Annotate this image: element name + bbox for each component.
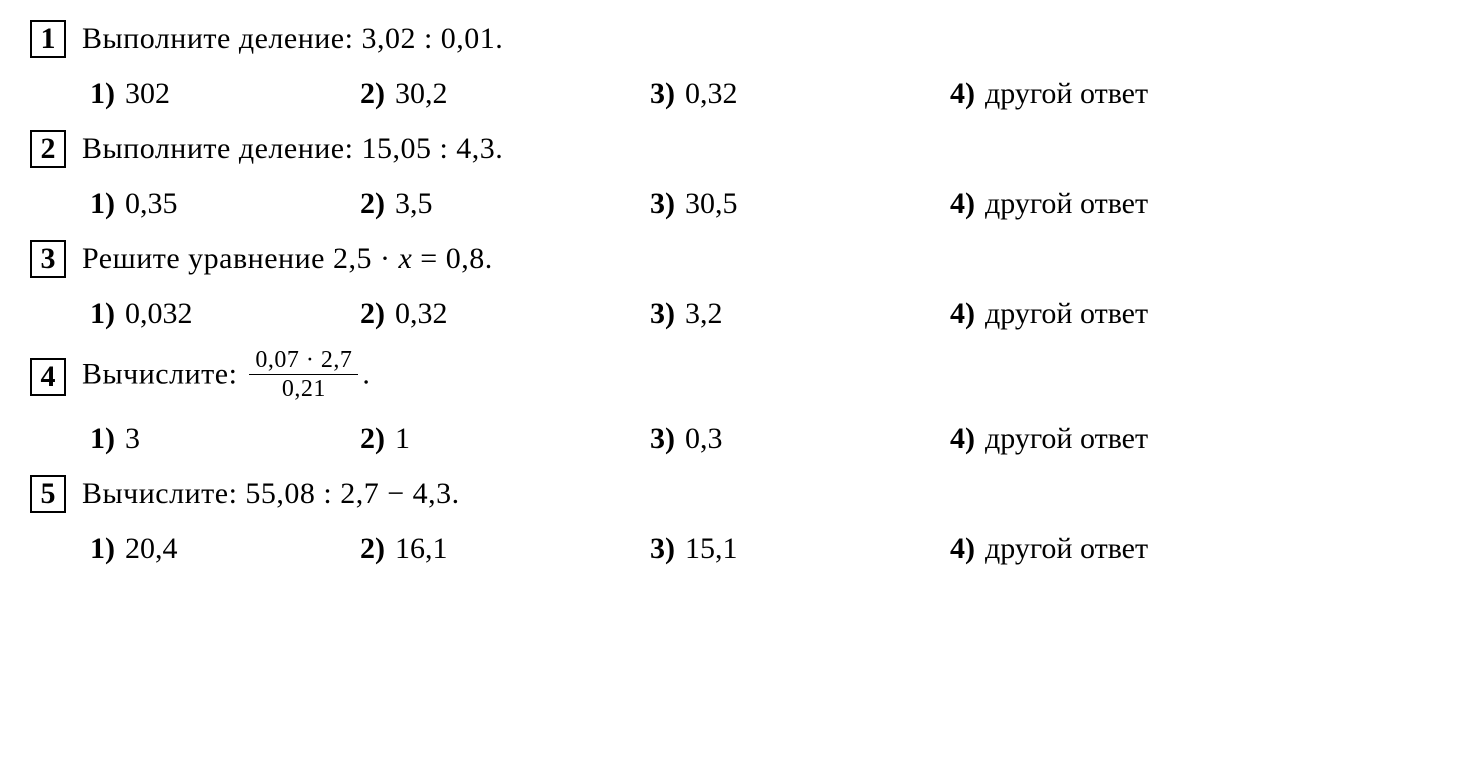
question-text-post: .	[362, 357, 370, 390]
question-text: Выполните деление: 3,02 : 0,01.	[82, 21, 503, 57]
answer-value: другой ответ	[985, 296, 1148, 332]
answer-option: 1) 0,35	[90, 186, 360, 222]
answer-option: 2) 1	[360, 421, 650, 457]
answer-value: другой ответ	[985, 531, 1148, 567]
answer-option: 3) 15,1	[650, 531, 950, 567]
answer-number: 2)	[360, 421, 385, 457]
answers-row: 1) 20,4 2) 16,1 3) 15,1 4) другой ответ	[30, 531, 1443, 567]
answer-option: 4) другой ответ	[950, 296, 1148, 332]
answer-number: 4)	[950, 76, 975, 112]
problem-number-box: 3	[30, 240, 66, 278]
answer-value: 16,1	[395, 531, 448, 567]
answer-option: 2) 16,1	[360, 531, 650, 567]
problem-number-box: 2	[30, 130, 66, 168]
problem-2: 2 Выполните деление: 15,05 : 4,3. 1) 0,3…	[30, 130, 1443, 222]
answer-number: 1)	[90, 186, 115, 222]
answer-number: 4)	[950, 531, 975, 567]
answer-number: 1)	[90, 421, 115, 457]
answer-value: 302	[125, 76, 170, 112]
answer-number: 3)	[650, 531, 675, 567]
question-text-pre: Решите уравнение 2,5 ·	[82, 242, 398, 275]
question-row: 5 Вычислите: 55,08 : 2,7 − 4,3.	[30, 475, 1443, 513]
problem-number-box: 1	[30, 20, 66, 58]
question-text-post: = 0,8.	[412, 242, 492, 275]
answer-option: 4) другой ответ	[950, 421, 1148, 457]
answers-row: 1) 302 2) 30,2 3) 0,32 4) другой ответ	[30, 76, 1443, 112]
answer-number: 1)	[90, 76, 115, 112]
answer-option: 3) 0,3	[650, 421, 950, 457]
question-text-pre: Вычислите:	[82, 357, 245, 390]
answer-value: 0,35	[125, 186, 178, 222]
answer-option: 3) 30,5	[650, 186, 950, 222]
answer-value: 3	[125, 421, 140, 457]
answer-value: 0,32	[685, 76, 738, 112]
answer-value: 0,3	[685, 421, 723, 457]
answer-value: 30,5	[685, 186, 738, 222]
answer-value: другой ответ	[985, 186, 1148, 222]
question-text: Вычислите: 0,07 · 2,7 0,21 .	[82, 350, 370, 403]
answer-option: 2) 30,2	[360, 76, 650, 112]
question-row: 1 Выполните деление: 3,02 : 0,01.	[30, 20, 1443, 58]
problem-4: 4 Вычислите: 0,07 · 2,7 0,21 . 1) 3 2) 1…	[30, 350, 1443, 457]
answers-row: 1) 0,032 2) 0,32 3) 3,2 4) другой ответ	[30, 296, 1443, 332]
answer-number: 4)	[950, 421, 975, 457]
answer-value: 1	[395, 421, 410, 457]
answer-option: 2) 0,32	[360, 296, 650, 332]
answers-row: 1) 3 2) 1 3) 0,3 4) другой ответ	[30, 421, 1443, 457]
answers-row: 1) 0,35 2) 3,5 3) 30,5 4) другой ответ	[30, 186, 1443, 222]
answer-option: 3) 3,2	[650, 296, 950, 332]
answer-value: 15,1	[685, 531, 738, 567]
answer-number: 2)	[360, 296, 385, 332]
answer-option: 4) другой ответ	[950, 531, 1148, 567]
answer-number: 3)	[650, 421, 675, 457]
answer-number: 3)	[650, 296, 675, 332]
problem-5: 5 Вычислите: 55,08 : 2,7 − 4,3. 1) 20,4 …	[30, 475, 1443, 567]
answer-value: другой ответ	[985, 76, 1148, 112]
question-text: Выполните деление: 15,05 : 4,3.	[82, 131, 503, 167]
problem-3: 3 Решите уравнение 2,5 · x = 0,8. 1) 0,0…	[30, 240, 1443, 332]
answer-number: 1)	[90, 531, 115, 567]
question-text: Решите уравнение 2,5 · x = 0,8.	[82, 241, 493, 277]
question-row: 3 Решите уравнение 2,5 · x = 0,8.	[30, 240, 1443, 278]
question-row: 4 Вычислите: 0,07 · 2,7 0,21 .	[30, 350, 1443, 403]
answer-value: 0,32	[395, 296, 448, 332]
variable-x: x	[398, 242, 412, 275]
problem-1: 1 Выполните деление: 3,02 : 0,01. 1) 302…	[30, 20, 1443, 112]
answer-number: 2)	[360, 76, 385, 112]
fraction: 0,07 · 2,7 0,21	[249, 348, 358, 401]
answer-value: 3,2	[685, 296, 723, 332]
answer-value: 20,4	[125, 531, 178, 567]
answer-option: 1) 3	[90, 421, 360, 457]
question-row: 2 Выполните деление: 15,05 : 4,3.	[30, 130, 1443, 168]
answer-option: 4) другой ответ	[950, 76, 1148, 112]
answer-value: другой ответ	[985, 421, 1148, 457]
question-text: Вычислите: 55,08 : 2,7 − 4,3.	[82, 476, 460, 512]
answer-value: 3,5	[395, 186, 433, 222]
problem-number-box: 4	[30, 358, 66, 396]
answer-option: 1) 0,032	[90, 296, 360, 332]
answer-number: 1)	[90, 296, 115, 332]
answer-number: 4)	[950, 296, 975, 332]
answer-number: 3)	[650, 76, 675, 112]
fraction-denominator: 0,21	[276, 375, 332, 401]
answer-number: 2)	[360, 531, 385, 567]
answer-option: 1) 20,4	[90, 531, 360, 567]
answer-option: 3) 0,32	[650, 76, 950, 112]
fraction-numerator: 0,07 · 2,7	[249, 348, 358, 375]
answer-number: 2)	[360, 186, 385, 222]
answer-value: 30,2	[395, 76, 448, 112]
answer-option: 2) 3,5	[360, 186, 650, 222]
answer-option: 1) 302	[90, 76, 360, 112]
answer-value: 0,032	[125, 296, 193, 332]
answer-number: 4)	[950, 186, 975, 222]
answer-number: 3)	[650, 186, 675, 222]
answer-option: 4) другой ответ	[950, 186, 1148, 222]
problem-number-box: 5	[30, 475, 66, 513]
